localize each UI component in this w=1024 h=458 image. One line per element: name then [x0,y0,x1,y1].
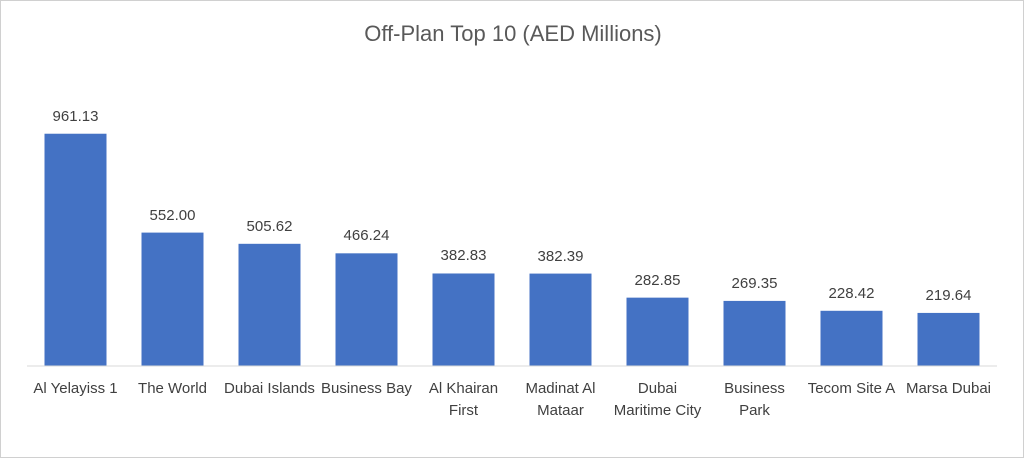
bar [141,232,204,366]
x-tick-label: Business Bay [321,380,412,397]
data-label: 505.62 [246,217,293,235]
bar [723,300,786,366]
x-tick-label: Marsa Dubai [905,380,992,397]
data-label: 282.85 [634,271,681,289]
x-tick-label: Dubai Maritime City [613,380,702,419]
data-label: 466.24 [343,227,390,245]
chart-title: Off-Plan Top 10 (AED Millions) [364,21,662,46]
data-label: 382.39 [537,247,584,265]
x-tick-label: Al Yelayiss 1 [33,380,118,397]
bar [432,273,495,366]
bar [335,253,398,366]
data-label: 382.83 [440,247,487,265]
x-tick-label: The World [138,380,207,397]
x-tick-label: Madinat Al Mataar [525,380,596,419]
data-label: 219.64 [925,286,972,304]
data-label: 961.13 [52,107,99,125]
data-label: 228.42 [828,284,875,302]
x-tick-label: Tecom Site A [807,380,896,397]
bar [44,133,107,366]
bar [529,273,592,366]
data-label: 552.00 [149,206,196,224]
bar [238,243,301,366]
bar [820,310,883,366]
x-tick-label: Al Khairan First [428,380,499,419]
data-label: 269.35 [731,274,778,292]
x-tick-label: Business Park [724,380,785,419]
bar [626,297,689,366]
bar [917,312,980,366]
x-tick-label: Dubai Islands [224,380,315,397]
